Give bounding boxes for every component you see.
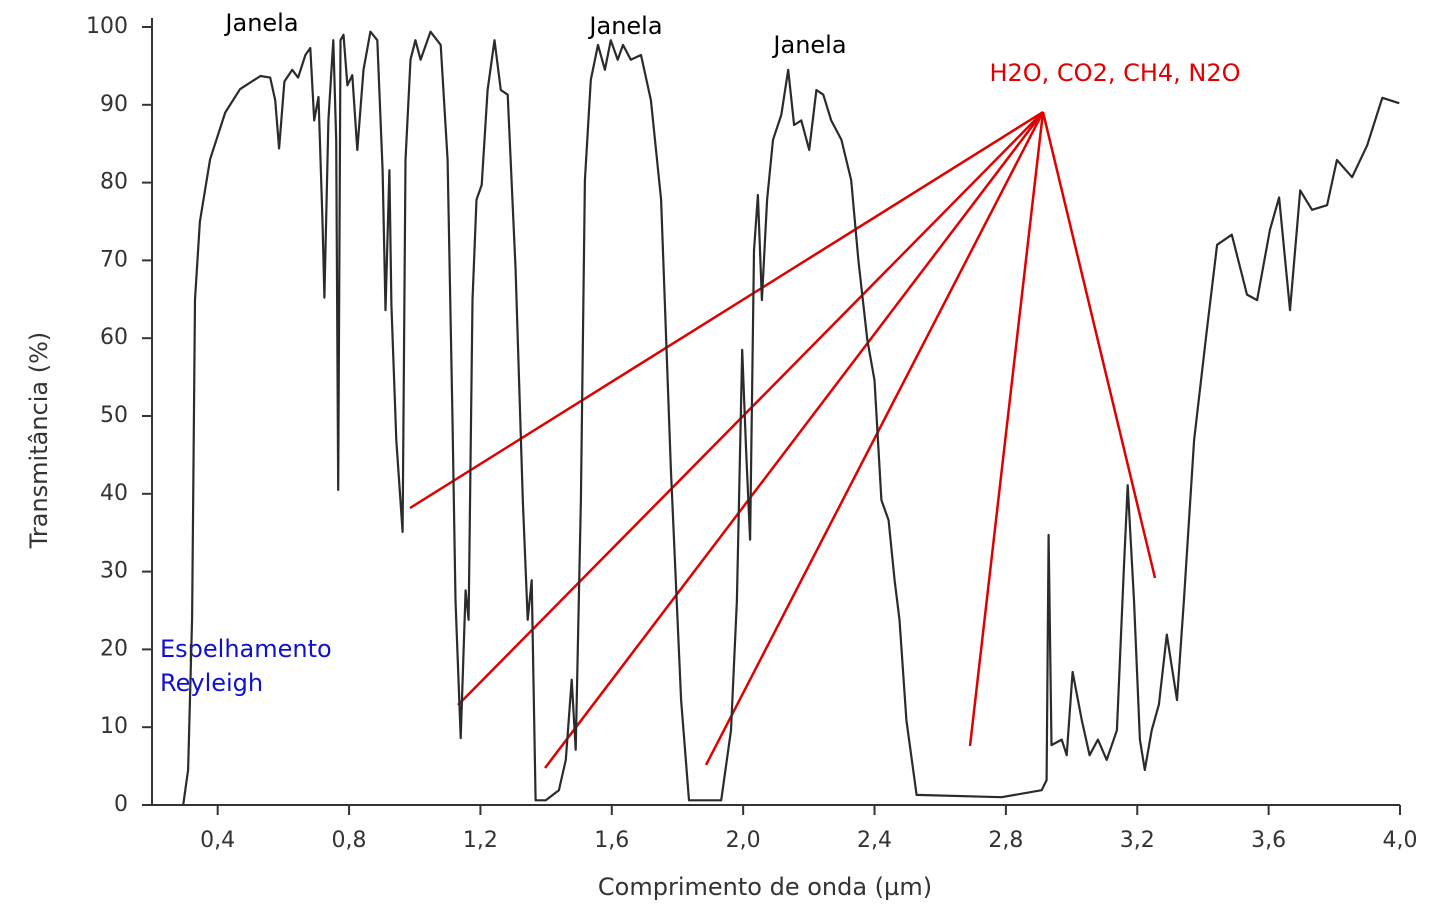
transmittance-line bbox=[182, 30, 1400, 806]
y-tick-label: 80 bbox=[100, 170, 128, 195]
y-tick-label: 70 bbox=[100, 247, 128, 272]
x-tick-label: 0,4 bbox=[200, 828, 235, 853]
x-tick-label: 0,8 bbox=[332, 828, 367, 853]
y-tick-label: 100 bbox=[86, 14, 128, 39]
y-tick-label: 60 bbox=[100, 325, 128, 350]
y-tick-label: 30 bbox=[100, 559, 128, 584]
annotation: Janela bbox=[223, 9, 298, 37]
x-axis-label: Comprimento de onda (µm) bbox=[598, 873, 932, 901]
pointer-line bbox=[704, 111, 1045, 766]
x-tick-label: 2,4 bbox=[857, 828, 892, 853]
annotation: Espelhamento bbox=[160, 635, 332, 663]
pointer-line bbox=[968, 111, 1045, 747]
annotation: Reyleigh bbox=[160, 669, 263, 697]
y-tick-label: 10 bbox=[100, 714, 128, 739]
annotation: Janela bbox=[771, 31, 846, 59]
x-tick-label: 3,6 bbox=[1251, 828, 1286, 853]
x-tick-label: 2,0 bbox=[726, 828, 761, 853]
y-tick-label: 0 bbox=[114, 792, 128, 817]
x-tick-label: 3,2 bbox=[1120, 828, 1155, 853]
annotation: H2O, CO2, CH4, N2O bbox=[989, 59, 1240, 87]
pointer-line bbox=[1041, 111, 1157, 579]
pointer-line bbox=[544, 111, 1044, 769]
x-tick-label: 2,8 bbox=[988, 828, 1023, 853]
y-tick-label: 20 bbox=[100, 636, 128, 661]
annotation-lines bbox=[409, 110, 1157, 769]
y-axis-label: Transmitância (%) bbox=[25, 332, 53, 550]
x-tick-label: 1,6 bbox=[594, 828, 629, 853]
y-tick-label: 50 bbox=[100, 403, 128, 428]
y-tick-label: 40 bbox=[100, 481, 128, 506]
x-tick-label: 1,2 bbox=[463, 828, 498, 853]
y-tick-label: 90 bbox=[100, 92, 128, 117]
pointer-line bbox=[457, 111, 1044, 706]
pointer-line bbox=[409, 110, 1044, 510]
annotation: Janela bbox=[587, 12, 662, 40]
x-tick-label: 4,0 bbox=[1383, 828, 1418, 853]
